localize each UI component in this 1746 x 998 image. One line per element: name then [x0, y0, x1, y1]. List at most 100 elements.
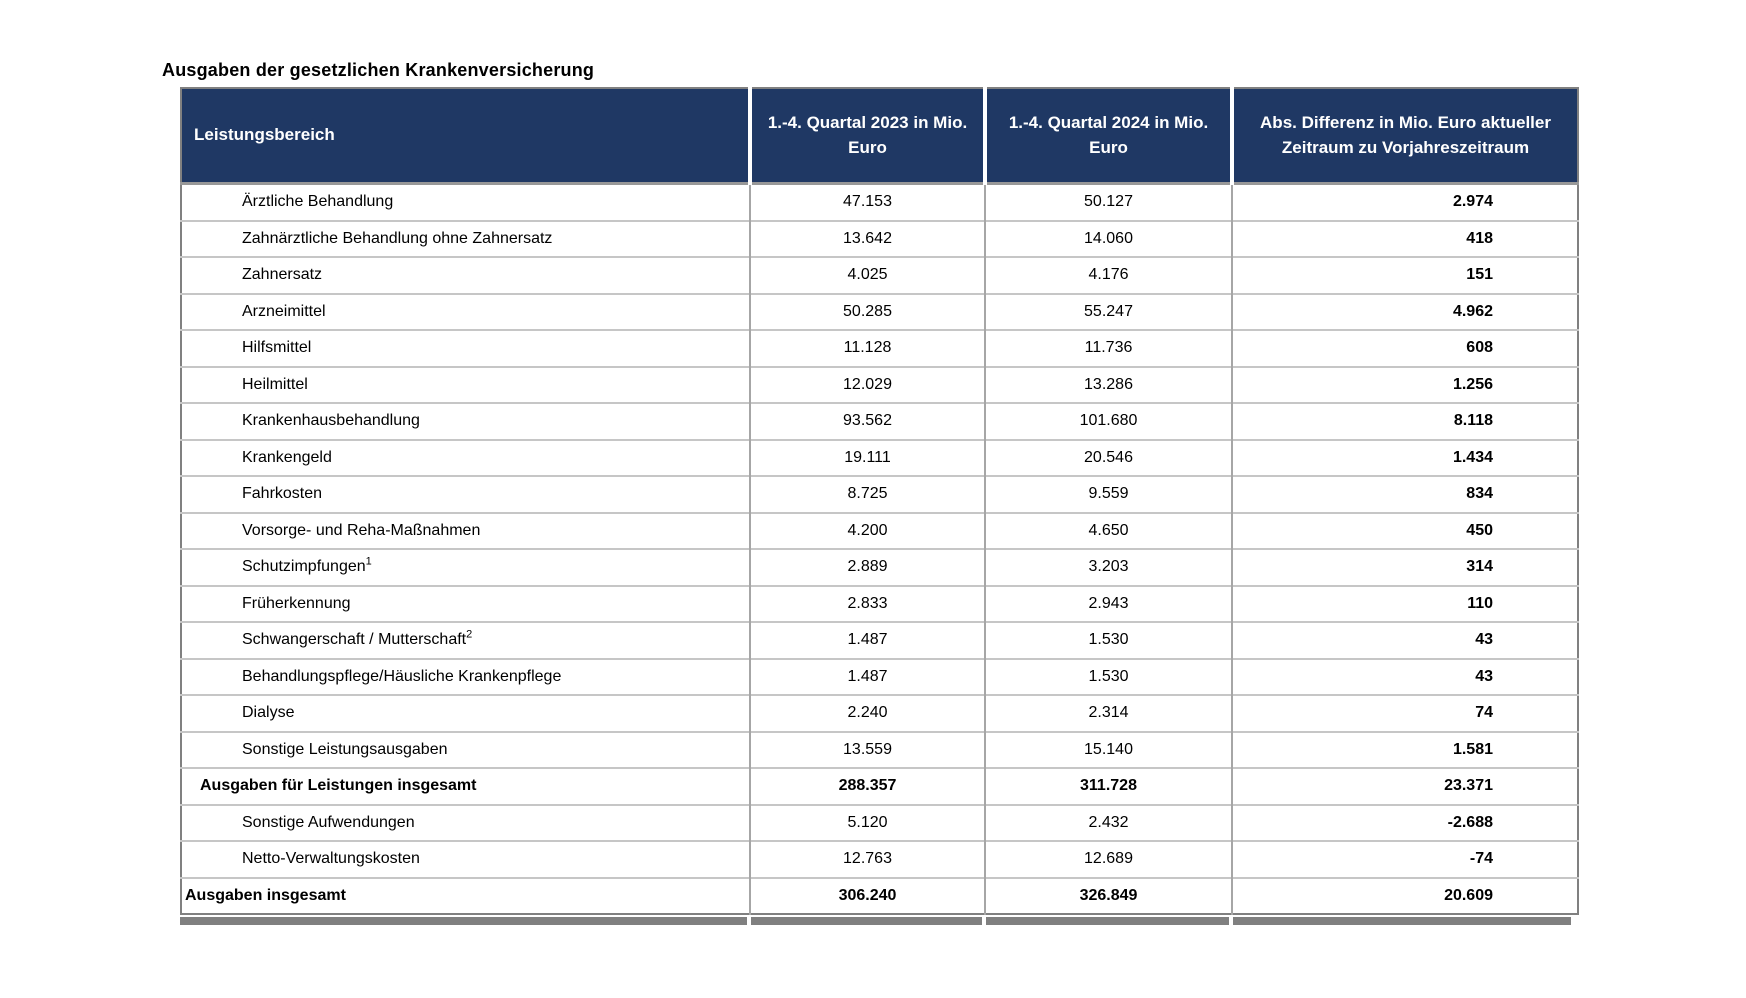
value-diff: 23.371 — [1231, 767, 1578, 805]
table-row: Arzneimittel 50.285 55.247 4.962 — [181, 292, 1578, 330]
row-label: Hilfsmittel — [181, 329, 750, 367]
value-diff: -74 — [1231, 840, 1578, 878]
value-diff: 4.962 — [1231, 292, 1578, 330]
value-2024: 2.314 — [984, 694, 1232, 732]
table-figure: Ausgaben der gesetzlichen Krankenversich… — [162, 60, 1579, 925]
column-header-quartal-2024: 1.-4. Quartal 2024 in Mio. Euro — [983, 88, 1232, 184]
value-2023: 50.285 — [749, 292, 985, 330]
value-2023: 47.153 — [749, 182, 985, 221]
value-2023: 4.025 — [749, 256, 985, 294]
table-row: Sonstige Aufwendungen 5.120 2.432 -2.688 — [181, 803, 1578, 841]
value-diff: 74 — [1231, 694, 1578, 732]
column-header-leistungsbereich: Leistungsbereich — [181, 88, 750, 184]
table-row: Fahrkosten 8.725 9.559 834 — [181, 475, 1578, 513]
value-2024: 55.247 — [984, 292, 1232, 330]
row-label: Krankengeld — [181, 438, 750, 476]
table-row: Krankenhausbehandlung 93.562 101.680 8.1… — [181, 402, 1578, 440]
value-2024: 14.060 — [984, 219, 1232, 257]
value-2024: 9.559 — [984, 475, 1232, 513]
value-2024: 3.203 — [984, 548, 1232, 586]
value-diff: 450 — [1231, 511, 1578, 549]
row-label: Schutzimpfungen1 — [181, 548, 750, 586]
value-diff: 1.581 — [1231, 730, 1578, 768]
row-label: Früherkennung — [181, 584, 750, 622]
table-row: Vorsorge- und Reha-Maßnahmen 4.200 4.650… — [181, 511, 1578, 549]
row-label: Sonstige Aufwendungen — [181, 803, 750, 841]
value-2023: 12.029 — [749, 365, 985, 403]
value-diff: 1.256 — [1231, 365, 1578, 403]
value-2024: 20.546 — [984, 438, 1232, 476]
row-label: Arzneimittel — [181, 292, 750, 330]
value-2024: 13.286 — [984, 365, 1232, 403]
value-2023: 12.763 — [749, 840, 985, 878]
row-label: Krankenhausbehandlung — [181, 402, 750, 440]
value-2023: 8.725 — [749, 475, 985, 513]
table-row: Ausgaben für Leistungen insgesamt 288.35… — [181, 767, 1578, 805]
value-2023: 13.559 — [749, 730, 985, 768]
value-2023: 93.562 — [749, 402, 985, 440]
row-label: Ausgaben für Leistungen insgesamt — [181, 767, 750, 805]
table-row: Sonstige Leistungsausgaben 13.559 15.140… — [181, 730, 1578, 768]
value-2024: 4.176 — [984, 256, 1232, 294]
value-2024: 2.943 — [984, 584, 1232, 622]
table-row: Dialyse 2.240 2.314 74 — [181, 694, 1578, 732]
row-label: Schwangerschaft / Mutterschaft2 — [181, 621, 750, 659]
value-2024: 15.140 — [984, 730, 1232, 768]
value-diff: 1.434 — [1231, 438, 1578, 476]
row-label: Dialyse — [181, 694, 750, 732]
value-diff: 43 — [1231, 621, 1578, 659]
table-row: Zahnersatz 4.025 4.176 151 — [181, 256, 1578, 294]
value-2024: 4.650 — [984, 511, 1232, 549]
table-row: Hilfsmittel 11.128 11.736 608 — [181, 329, 1578, 367]
table-body: Ärztliche Behandlung 47.153 50.127 2.974… — [181, 182, 1578, 914]
value-diff: -2.688 — [1231, 803, 1578, 841]
row-label: Netto-Verwaltungskosten — [181, 840, 750, 878]
table-row: Schutzimpfungen1 2.889 3.203 314 — [181, 548, 1578, 586]
table-drop-shadow — [180, 917, 1579, 925]
value-2023: 1.487 — [749, 621, 985, 659]
table-row: Krankengeld 19.111 20.546 1.434 — [181, 438, 1578, 476]
value-2023: 5.120 — [749, 803, 985, 841]
column-header-quartal-2023: 1.-4. Quartal 2023 in Mio. Euro — [748, 88, 985, 184]
row-label: Vorsorge- und Reha-Maßnahmen — [181, 511, 750, 549]
value-diff: 43 — [1231, 657, 1578, 695]
expenditure-table: Leistungsbereich 1.-4. Quartal 2023 in M… — [180, 87, 1579, 915]
table-row: Ausgaben insgesamt 306.240 326.849 20.60… — [181, 876, 1578, 914]
value-diff: 20.609 — [1231, 876, 1578, 914]
value-2023: 2.889 — [749, 548, 985, 586]
value-diff: 608 — [1231, 329, 1578, 367]
table-row: Heilmittel 12.029 13.286 1.256 — [181, 365, 1578, 403]
table-row: Behandlungspflege/Häusliche Krankenpfleg… — [181, 657, 1578, 695]
row-label: Ausgaben insgesamt — [181, 876, 750, 914]
row-label: Fahrkosten — [181, 475, 750, 513]
value-2024: 50.127 — [984, 182, 1232, 221]
value-diff: 110 — [1231, 584, 1578, 622]
value-2023: 306.240 — [749, 876, 985, 914]
value-2023: 11.128 — [749, 329, 985, 367]
value-diff: 834 — [1231, 475, 1578, 513]
value-2024: 311.728 — [984, 767, 1232, 805]
value-2023: 2.240 — [749, 694, 985, 732]
value-diff: 418 — [1231, 219, 1578, 257]
value-2023: 19.111 — [749, 438, 985, 476]
value-2023: 1.487 — [749, 657, 985, 695]
row-label: Heilmittel — [181, 365, 750, 403]
table-row: Schwangerschaft / Mutterschaft2 1.487 1.… — [181, 621, 1578, 659]
table-row: Früherkennung 2.833 2.943 110 — [181, 584, 1578, 622]
table-row: Ärztliche Behandlung 47.153 50.127 2.974 — [181, 182, 1578, 221]
table-row: Netto-Verwaltungskosten 12.763 12.689 -7… — [181, 840, 1578, 878]
value-2023: 2.833 — [749, 584, 985, 622]
footnote-marker: 2 — [466, 628, 473, 641]
row-label: Behandlungspflege/Häusliche Krankenpfleg… — [181, 657, 750, 695]
value-2024: 12.689 — [984, 840, 1232, 878]
value-2024: 101.680 — [984, 402, 1232, 440]
value-2024: 2.432 — [984, 803, 1232, 841]
column-header-differenz: Abs. Differenz in Mio. Euro aktueller Ze… — [1230, 88, 1578, 184]
value-diff: 8.118 — [1231, 402, 1578, 440]
table-row: Zahnärztliche Behandlung ohne Zahnersatz… — [181, 219, 1578, 257]
row-label: Ärztliche Behandlung — [181, 182, 750, 221]
footnote-marker: 1 — [365, 555, 372, 568]
row-label: Zahnersatz — [181, 256, 750, 294]
value-2024: 11.736 — [984, 329, 1232, 367]
row-label: Sonstige Leistungsausgaben — [181, 730, 750, 768]
